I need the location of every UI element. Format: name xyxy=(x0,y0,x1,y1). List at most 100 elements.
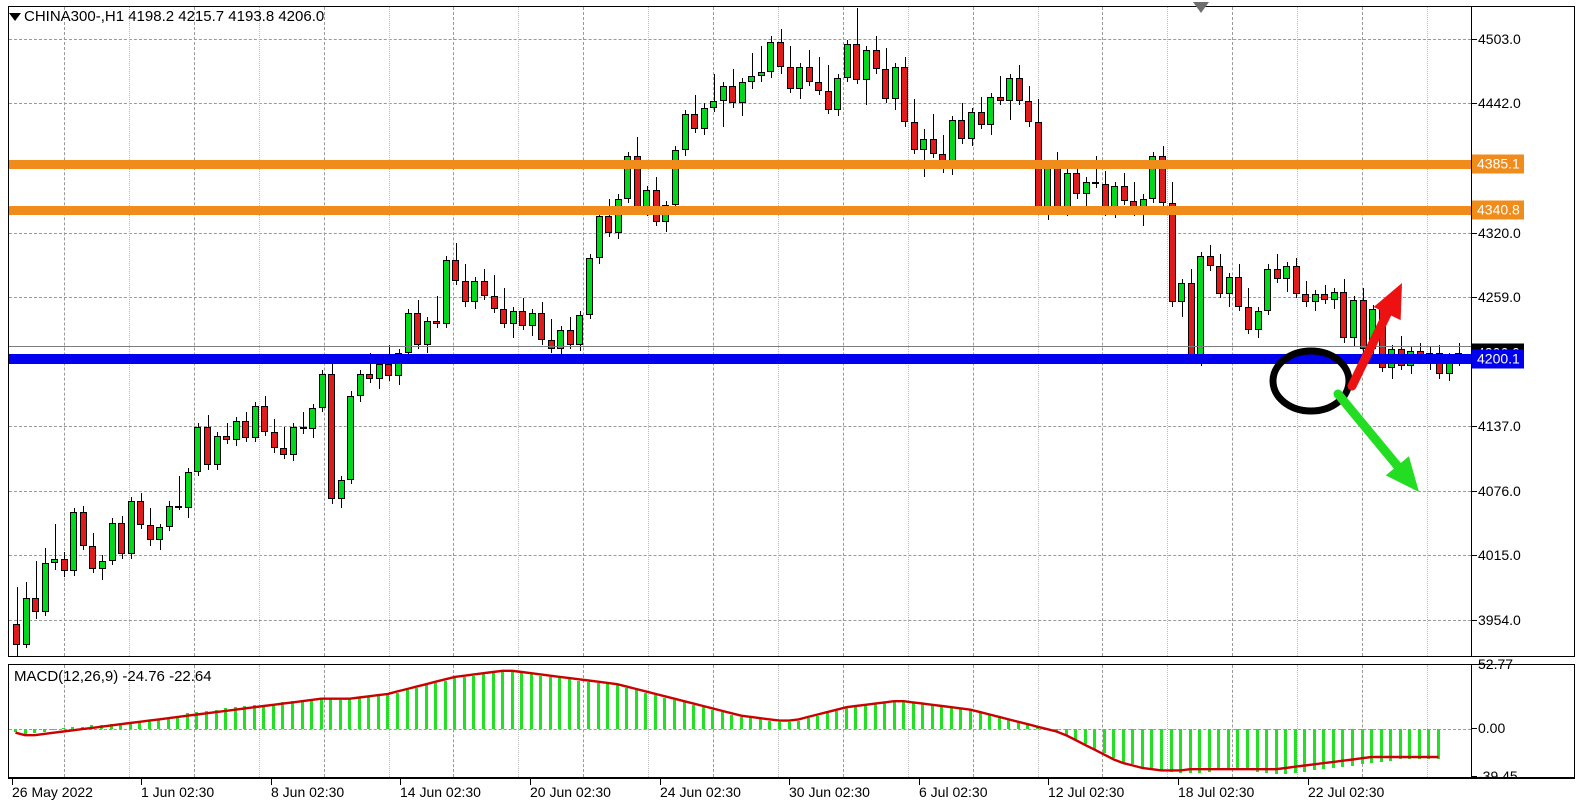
candlestick xyxy=(1283,7,1291,656)
time-gridline xyxy=(583,7,585,656)
candlestick xyxy=(1426,7,1434,656)
macd-histogram-bar xyxy=(596,682,600,730)
macd-histogram-bar xyxy=(1265,729,1269,773)
macd-histogram-bar xyxy=(567,679,571,730)
candlestick xyxy=(547,7,555,656)
macd-histogram-bar xyxy=(1169,729,1173,772)
macd-tick xyxy=(1472,728,1477,730)
candlestick xyxy=(347,7,355,656)
macd-histogram-bar xyxy=(510,672,514,730)
time-gridline xyxy=(842,665,844,777)
candlestick xyxy=(51,7,59,656)
price-gridline xyxy=(9,426,1471,428)
candlestick xyxy=(528,7,536,656)
macd-histogram-bar xyxy=(1360,729,1364,765)
macd-histogram-bar xyxy=(1160,729,1163,771)
price-axis[interactable]: 4503.0 4442.0 4320.0 4259.0 4137.0 4076.0 4015… xyxy=(1471,6,1583,657)
macd-histogram-bar xyxy=(1293,729,1297,773)
candlestick xyxy=(356,7,364,656)
macd-histogram-bar xyxy=(443,680,447,730)
macd-histogram-bar xyxy=(424,685,428,730)
candlestick xyxy=(1082,7,1090,656)
time-gridline xyxy=(1037,665,1039,777)
price-plot-area[interactable] xyxy=(9,7,1471,656)
candlestick xyxy=(309,7,317,656)
time-gridline xyxy=(1297,665,1299,777)
candlestick xyxy=(242,7,250,656)
candlestick xyxy=(1101,7,1109,656)
time-gridline xyxy=(1297,7,1299,656)
resistance-upper-line[interactable] xyxy=(9,159,1471,169)
macd-histogram-bar xyxy=(1083,729,1087,744)
macd-histogram-bar xyxy=(1179,729,1183,773)
macd-histogram-bar xyxy=(835,710,839,730)
macd-histogram-bar xyxy=(1245,729,1249,771)
macd-histogram-bar xyxy=(539,675,543,730)
macd-axis[interactable]: 52.77 0.00 -39.45 xyxy=(1471,656,1583,784)
candlestick xyxy=(834,7,842,656)
time-tick-label: 14 Jun 02:30 xyxy=(400,784,481,800)
macd-histogram-bar xyxy=(205,710,208,730)
candlestick xyxy=(1407,7,1415,656)
candlestick xyxy=(1187,7,1195,656)
candlestick xyxy=(385,7,393,656)
candlestick xyxy=(1216,7,1224,656)
candlestick xyxy=(1139,7,1147,656)
macd-histogram-bar xyxy=(1417,729,1421,760)
macd-histogram-bar xyxy=(233,707,237,730)
macd-histogram-bar xyxy=(71,726,75,730)
candlestick xyxy=(471,7,479,656)
candlestick xyxy=(1397,7,1405,656)
candlestick xyxy=(929,7,937,656)
macd-histogram-bar xyxy=(930,704,934,730)
macd-plot-area[interactable] xyxy=(9,665,1471,777)
candlestick xyxy=(1350,7,1357,656)
macd-histogram-bar xyxy=(367,696,371,730)
macd-histogram-bar xyxy=(1102,729,1106,754)
candlestick xyxy=(996,7,1004,656)
resistance-lower-label[interactable]: 4340.8 xyxy=(1472,200,1524,220)
macd-histogram-bar xyxy=(730,714,734,730)
candlestick xyxy=(843,7,851,656)
resistance-lower-line[interactable] xyxy=(9,206,1471,216)
candlestick xyxy=(270,7,278,656)
price-gridline xyxy=(9,490,1471,492)
support-blue-line[interactable] xyxy=(9,354,1471,365)
macd-histogram-bar xyxy=(653,695,657,730)
time-gridline xyxy=(1037,7,1039,656)
candlestick xyxy=(32,7,40,656)
candlestick xyxy=(1435,7,1443,656)
support-blue-label[interactable]: 4200.1 xyxy=(1472,349,1524,369)
candlestick xyxy=(815,7,823,656)
candlestick xyxy=(748,7,756,656)
time-tick-label: 6 Jul 02:30 xyxy=(919,784,988,800)
price-tick-label: 4137.0 xyxy=(1478,418,1521,435)
macd-histogram-bar xyxy=(300,699,304,730)
marker-triangle-icon[interactable] xyxy=(1193,2,1209,13)
candlestick xyxy=(738,7,746,656)
resistance-upper-label[interactable]: 4385.1 xyxy=(1472,154,1524,174)
macd-zero-line xyxy=(9,729,1471,731)
macd-histogram-bar xyxy=(692,704,696,730)
candlestick xyxy=(910,7,918,656)
macd-histogram-bar xyxy=(195,712,199,730)
macd-tick-label: 52.77 xyxy=(1478,656,1514,672)
macd-histogram-bar xyxy=(472,675,476,730)
macd-histogram-bar xyxy=(778,721,781,730)
macd-histogram-bar xyxy=(138,721,142,730)
time-tick-label: 30 Jun 02:30 xyxy=(789,784,870,800)
price-tick xyxy=(1472,555,1477,557)
macd-histogram-bar xyxy=(271,703,275,730)
macd-histogram-bar xyxy=(1351,729,1354,766)
time-gridline xyxy=(323,7,325,656)
macd-histogram-bar xyxy=(405,690,409,730)
candlestick xyxy=(337,7,345,656)
candlestick xyxy=(719,7,727,656)
time-gridline xyxy=(193,665,195,777)
macd-histogram-bar xyxy=(1131,729,1135,765)
candlestick xyxy=(184,7,192,656)
time-axis[interactable]: 26 May 2022 1 Jun 02:30 8 Jun 02:30 14 Jun … xyxy=(8,778,1575,811)
triangle-down-icon[interactable] xyxy=(9,13,21,21)
candlestick xyxy=(1416,7,1424,656)
candlestick xyxy=(1244,7,1252,656)
